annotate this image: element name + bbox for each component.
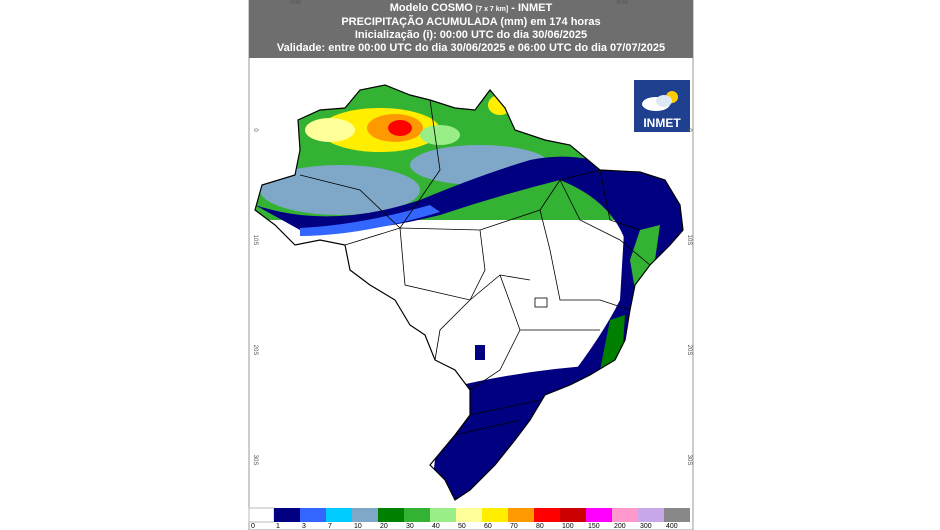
colorbar-swatch — [352, 508, 378, 522]
colorbar-label: 300 — [640, 523, 652, 530]
colorbar-swatch — [586, 508, 612, 522]
header-band — [249, 0, 693, 58]
colorbar-swatch — [560, 508, 586, 522]
colorbar-swatch — [482, 508, 508, 522]
model-resolution: [7 x 7 km] — [476, 6, 508, 13]
state-borders — [299, 99, 651, 436]
colorbar-swatch — [508, 508, 534, 522]
latitude-label: 20S — [252, 345, 258, 356]
colorbar-label: 40 — [432, 523, 440, 530]
precipitation-field — [255, 85, 683, 500]
latitude-label: 10S — [252, 235, 258, 246]
colorbar: 0 1 3 7 10 20 30 40 50 60 70 80 100 150 200 300 400 — [248, 507, 690, 530]
colorbar-label: 400 — [666, 523, 678, 530]
model-suffix: - INMET — [511, 2, 552, 14]
colorbar-label: 50 — [458, 523, 466, 530]
colorbar-swatch — [638, 508, 664, 522]
logo-text: INMET — [643, 116, 681, 130]
colorbar-swatch — [664, 508, 690, 522]
colorbar-swatch — [430, 508, 456, 522]
model-name: Modelo COSMO — [390, 2, 474, 14]
header-model-line: Modelo COSMO [7 x 7 km] - INMET — [390, 2, 553, 14]
colorbar-label: 7 — [328, 523, 332, 530]
colorbar-label: 0 — [251, 523, 255, 530]
colorbar-label: 20 — [380, 523, 388, 530]
colorbar-label: 100 — [562, 523, 574, 530]
colorbar-swatch — [612, 508, 638, 522]
colorbar-label: 1 — [276, 523, 280, 530]
latitude-label: 0 — [686, 128, 692, 132]
latitude-label: 30S — [686, 455, 692, 466]
latitude-label: 20S — [686, 345, 692, 356]
colorbar-label: 150 — [588, 523, 600, 530]
header-line: PRECIPITAÇÃO ACUMULADA (mm) em 174 horas — [341, 15, 600, 28]
colorbar-label: 3 — [302, 523, 306, 530]
colorbar-label: 10 — [354, 523, 362, 530]
colorbar-label: 200 — [614, 523, 626, 530]
colorbar-swatch — [456, 508, 482, 522]
inmet-logo: INMET — [634, 80, 690, 132]
header-line: Validade: entre 00:00 UTC do dia 30/06/2… — [277, 42, 665, 54]
header-line: Inicialização (i): 00:00 UTC do dia 30/0… — [355, 29, 587, 41]
latitude-label: 30S — [252, 455, 258, 466]
colorbar-label: 70 — [510, 523, 518, 530]
colorbar-label: 80 — [536, 523, 544, 530]
colorbar-swatch — [534, 508, 560, 522]
country-border — [254, 84, 684, 501]
latitude-label: 0 — [252, 128, 258, 132]
colorbar-swatch — [248, 507, 275, 523]
longitude-label: 40W — [616, 0, 629, 6]
colorbar-swatch — [326, 508, 352, 522]
colorbar-swatch — [274, 508, 300, 522]
colorbar-swatch — [300, 508, 326, 522]
colorbar-swatch — [404, 508, 430, 522]
colorbar-label: 30 — [406, 523, 414, 530]
latitude-label: 10S — [686, 235, 692, 246]
colorbar-swatch — [378, 508, 404, 522]
longitude-label: 70W — [289, 0, 302, 6]
colorbar-label: 60 — [484, 523, 492, 530]
